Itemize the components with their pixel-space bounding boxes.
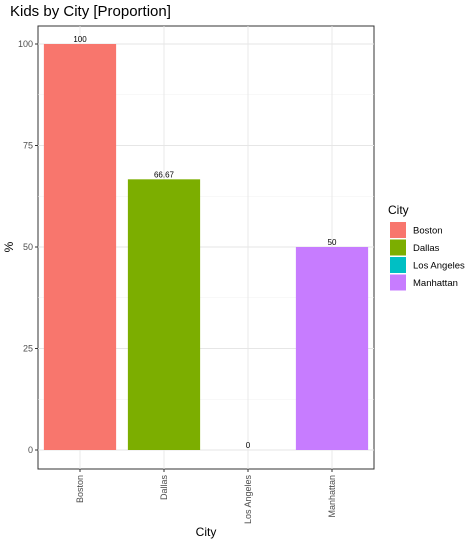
bar-dallas xyxy=(127,179,201,450)
legend-label: Dallas xyxy=(413,243,440,254)
y-tick-label: 25 xyxy=(23,344,33,354)
legend-title: City xyxy=(388,203,409,217)
bar-boston xyxy=(43,44,117,450)
legend-swatch xyxy=(390,222,406,238)
x-tick-label: Manhattan xyxy=(327,475,337,518)
x-axis-title: City xyxy=(196,525,217,539)
x-tick-label: Dallas xyxy=(159,475,169,501)
y-tick-label: 100 xyxy=(18,39,33,49)
plot-panel: 100 66.67 0 50 xyxy=(37,25,375,470)
data-labels: 100 66.67 0 50 xyxy=(73,35,337,450)
data-label: 0 xyxy=(246,441,251,450)
data-label: 50 xyxy=(328,238,337,247)
x-tick-label: Los Angeles xyxy=(243,475,253,525)
legend-items: Boston Dallas Los Angeles Manhattan xyxy=(390,222,465,291)
y-tick-label: 0 xyxy=(28,445,33,455)
y-axis-title: % xyxy=(2,241,16,252)
data-label: 66.67 xyxy=(154,170,175,179)
y-axis: 0 25 50 75 100 xyxy=(18,39,38,455)
data-label: 100 xyxy=(73,35,87,44)
x-tick-label: Boston xyxy=(75,475,85,503)
y-tick-label: 75 xyxy=(23,141,33,151)
y-tick-label: 50 xyxy=(23,242,33,252)
legend-label: Boston xyxy=(413,226,443,237)
legend-swatch xyxy=(390,257,406,273)
legend-label: Los Angeles xyxy=(413,261,465,272)
legend-swatch xyxy=(390,239,406,256)
bars xyxy=(43,44,369,450)
x-axis: Boston Dallas Los Angeles Manhattan xyxy=(75,469,337,524)
bar-manhattan xyxy=(295,247,369,450)
legend: City Boston Dallas Los Angeles Manhattan xyxy=(388,203,465,291)
legend-swatch xyxy=(390,274,406,291)
legend-label: Manhattan xyxy=(413,278,458,289)
chart-title: Kids by City [Proportion] xyxy=(10,3,171,20)
